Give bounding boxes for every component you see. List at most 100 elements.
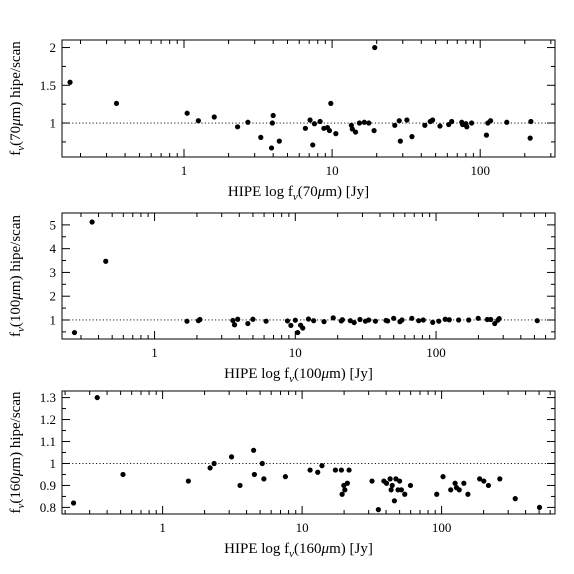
x-tick-label: 1: [159, 520, 166, 535]
data-point: [429, 117, 436, 123]
data-point: [251, 471, 258, 478]
y-tick-label: 1.1: [40, 434, 56, 449]
data-point: [399, 317, 405, 323]
data-point: [282, 474, 289, 480]
data-point: [434, 491, 440, 497]
data-point: [496, 315, 502, 322]
data-point: [366, 120, 372, 126]
panel-100um: 1 10 100 1 2 3 4 5 HIPE log fν(100μm) [Jy] fν(100…: [8, 212, 556, 385]
data-point: [245, 320, 251, 327]
data-point: [397, 138, 403, 144]
data-point: [333, 131, 339, 137]
data-point: [469, 120, 475, 126]
data-point: [71, 329, 78, 336]
data-point: [288, 322, 294, 329]
data-point: [270, 112, 276, 119]
data-point: [464, 124, 470, 130]
data-point: [409, 134, 415, 140]
y-tick-label: 5: [50, 217, 57, 232]
data-point: [276, 138, 282, 144]
data-point: [407, 482, 414, 489]
data-point: [497, 476, 503, 482]
data-point: [195, 318, 202, 324]
data-point: [492, 320, 498, 327]
data-point: [311, 318, 317, 324]
data-point: [261, 476, 267, 482]
data-point: [456, 487, 462, 493]
data-point: [385, 318, 391, 324]
data-point: [372, 44, 378, 51]
data-point: [534, 318, 540, 324]
data-point: [234, 124, 241, 130]
x-tick-label: 100: [426, 345, 446, 360]
y-tick-label: 2: [50, 40, 57, 55]
data-point: [185, 478, 191, 484]
data-point: [231, 322, 238, 328]
data-point: [372, 318, 379, 324]
data-point: [461, 480, 467, 486]
x-tick-label: 1: [181, 163, 188, 178]
y-axis-title: fν(70μm) hipe/scan: [8, 41, 27, 156]
data-point: [481, 478, 487, 484]
data-point: [387, 476, 393, 482]
data-point: [402, 491, 408, 497]
data-point: [448, 487, 454, 493]
data-point: [330, 315, 336, 321]
data-point: [315, 469, 321, 475]
data-point: [375, 507, 381, 513]
data-point: [351, 319, 357, 326]
data-point: [391, 315, 397, 321]
y-tick-label: 1: [50, 456, 57, 471]
x-tick-label: 10: [296, 520, 309, 535]
y-tick-label: 1: [50, 312, 57, 327]
data-point: [103, 258, 109, 264]
data-point: [305, 316, 312, 322]
data-point: [332, 467, 339, 473]
data-point: [307, 117, 313, 123]
y-tick-label: 1.2: [40, 412, 56, 427]
data-point: [446, 317, 452, 323]
x-tick-label: 100: [432, 520, 452, 535]
panel-160um: 1 10 100 0.8 0.9 1 1.1 1.2 1.3 HIPE log fν(160μm)…: [8, 390, 556, 560]
data-point: [120, 471, 126, 478]
data-point: [430, 319, 436, 325]
y-axis-title: fν(100μm) hipe/scan: [8, 215, 27, 337]
data-point: [456, 317, 462, 323]
y-tick-label: 4: [50, 241, 57, 256]
data-point: [404, 117, 410, 123]
panel-70um: 1 10 100 1 1.5 2 HIPE log fν(70μm) [Jy] fν(70μm…: [8, 39, 556, 203]
data-point: [321, 319, 327, 325]
data-point: [300, 325, 306, 331]
data-point: [347, 318, 353, 324]
data-point: [536, 504, 543, 511]
y-axis-title: fν(160μm) hipe/scan: [8, 391, 27, 513]
data-point: [94, 394, 100, 401]
x-axis-title: HIPE log fν(100μm) [Jy]: [224, 366, 373, 385]
data-point: [269, 120, 275, 126]
data-point: [397, 478, 403, 484]
data-point: [416, 318, 422, 324]
data-point: [449, 118, 455, 125]
data-point: [207, 465, 213, 471]
data-point: [302, 125, 308, 131]
x-tick-label: 10: [326, 163, 339, 178]
data-point: [369, 478, 375, 484]
data-point: [409, 315, 415, 321]
data-point: [346, 467, 352, 473]
data-point: [310, 142, 316, 148]
data-point: [488, 118, 494, 124]
data-point: [485, 482, 492, 489]
data-point: [113, 100, 120, 107]
data-point: [67, 79, 73, 85]
data-point: [263, 318, 269, 324]
data-point: [311, 121, 318, 127]
data-point: [195, 118, 201, 124]
data-point: [338, 467, 345, 473]
plot-frame: [61, 212, 556, 340]
data-point: [356, 120, 363, 126]
data-point: [527, 135, 533, 141]
y-tick-label: 1.5: [40, 78, 56, 93]
data-point: [488, 316, 494, 323]
data-point: [477, 476, 483, 482]
